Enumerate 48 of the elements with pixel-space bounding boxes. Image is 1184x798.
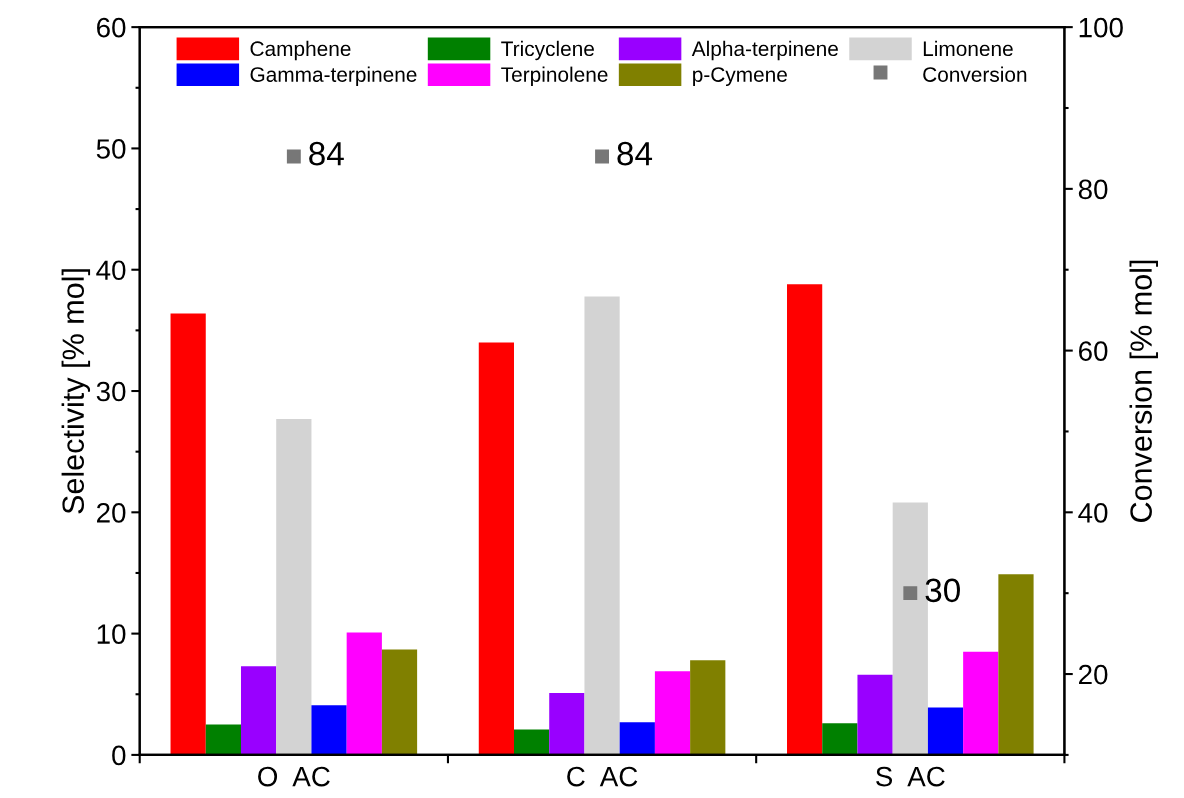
y2-axis-title: Conversion [% mol] <box>1129 260 1158 522</box>
bar <box>205 724 241 755</box>
data-label: 84 <box>309 141 344 166</box>
bar <box>998 574 1034 755</box>
y-tick-label: 50 <box>96 139 126 159</box>
bar <box>619 722 655 755</box>
legend-label: Tricyclene <box>501 40 594 61</box>
bar <box>690 660 726 755</box>
legend-label: p-Cymene <box>693 67 787 87</box>
y-tick-label: 10 <box>97 624 126 644</box>
legend-label: Gamma-terpinene <box>250 66 417 87</box>
bar <box>311 705 347 755</box>
data-label: 30 <box>925 578 960 603</box>
y-tick-label: 20 <box>97 502 126 523</box>
y2-tick-label: 100 <box>1079 17 1123 38</box>
legend-label: Terpinolene <box>501 66 608 87</box>
x-tick-label: C AC <box>567 766 638 787</box>
bar <box>963 651 999 755</box>
x-tick-label: O AC <box>258 766 330 787</box>
y-tick-label: 40 <box>96 260 126 281</box>
bar <box>478 342 514 755</box>
bar <box>927 707 964 755</box>
bar <box>346 632 382 755</box>
x-tick-label: S AC <box>876 766 945 787</box>
bar <box>787 284 823 755</box>
bar <box>549 693 585 755</box>
bar <box>514 729 550 755</box>
legend-label: Limonene <box>923 40 1013 57</box>
y2-tick-label: 80 <box>1078 179 1108 200</box>
bar <box>584 296 620 755</box>
bar <box>276 418 312 755</box>
y2-tick-label: 20 <box>1079 664 1108 685</box>
y-tick-label: 60 <box>97 17 126 38</box>
bar <box>170 313 206 755</box>
legend-label: Camphene <box>250 40 351 61</box>
y-tick-label: 30 <box>96 381 126 402</box>
data-label: 84 <box>617 141 653 166</box>
y-axis-title: Selectivity [% mol] <box>61 269 91 514</box>
legend-label: Alpha-terpinene <box>691 40 838 61</box>
bar <box>654 671 691 755</box>
bar <box>857 674 893 755</box>
legend-label: Conversion <box>923 66 1027 82</box>
bar <box>822 723 858 755</box>
bar <box>381 649 418 755</box>
bar <box>240 666 277 755</box>
y2-tick-label: 60 <box>1079 341 1108 361</box>
y2-tick-label: 40 <box>1078 502 1108 523</box>
y-tick-label: 0 <box>112 745 126 766</box>
